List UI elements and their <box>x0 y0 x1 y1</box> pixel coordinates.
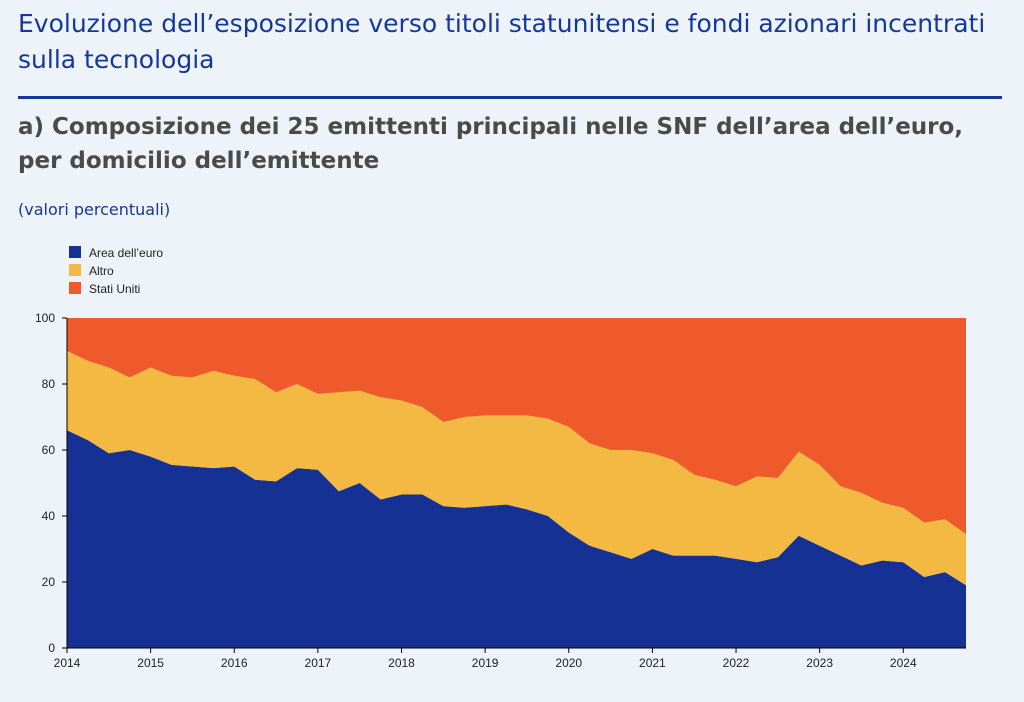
series-area-area-dell-euro <box>67 430 966 648</box>
y-tick-label: 0 <box>48 641 55 655</box>
unit-label: (valori percentuali) <box>18 200 171 219</box>
legend-swatch <box>69 264 81 276</box>
y-tick-label: 40 <box>42 509 56 523</box>
y-tick-label: 60 <box>42 443 56 457</box>
x-tick-label: 2016 <box>221 656 248 670</box>
x-tick-label: 2015 <box>137 656 164 670</box>
x-tick-label: 2014 <box>54 656 81 670</box>
x-tick-label: 2023 <box>806 656 833 670</box>
series-area-altro <box>67 351 966 586</box>
legend-label: Area dell’euro <box>89 246 163 260</box>
x-tick-label: 2020 <box>555 656 582 670</box>
title-divider <box>18 96 1002 99</box>
page-title: Evoluzione dell’esposizione verso titoli… <box>18 9 986 74</box>
x-tick-label: 2021 <box>639 656 666 670</box>
legend-swatch <box>69 246 81 258</box>
y-tick-label: 20 <box>42 575 56 589</box>
x-tick-label: 2019 <box>472 656 499 670</box>
legend-label: Stati Uniti <box>89 282 140 296</box>
legend-swatch <box>69 282 81 294</box>
x-tick-label: 2018 <box>388 656 415 670</box>
series-area-stati-uniti <box>67 318 966 535</box>
x-tick-label: 2017 <box>305 656 332 670</box>
y-tick-label: 80 <box>42 377 56 391</box>
chart-subtitle: a) Composizione dei 25 emittenti princip… <box>18 114 964 174</box>
y-tick-label: 100 <box>35 311 55 325</box>
x-tick-label: 2024 <box>890 656 917 670</box>
x-tick-label: 2022 <box>723 656 750 670</box>
legend-label: Altro <box>89 264 114 278</box>
